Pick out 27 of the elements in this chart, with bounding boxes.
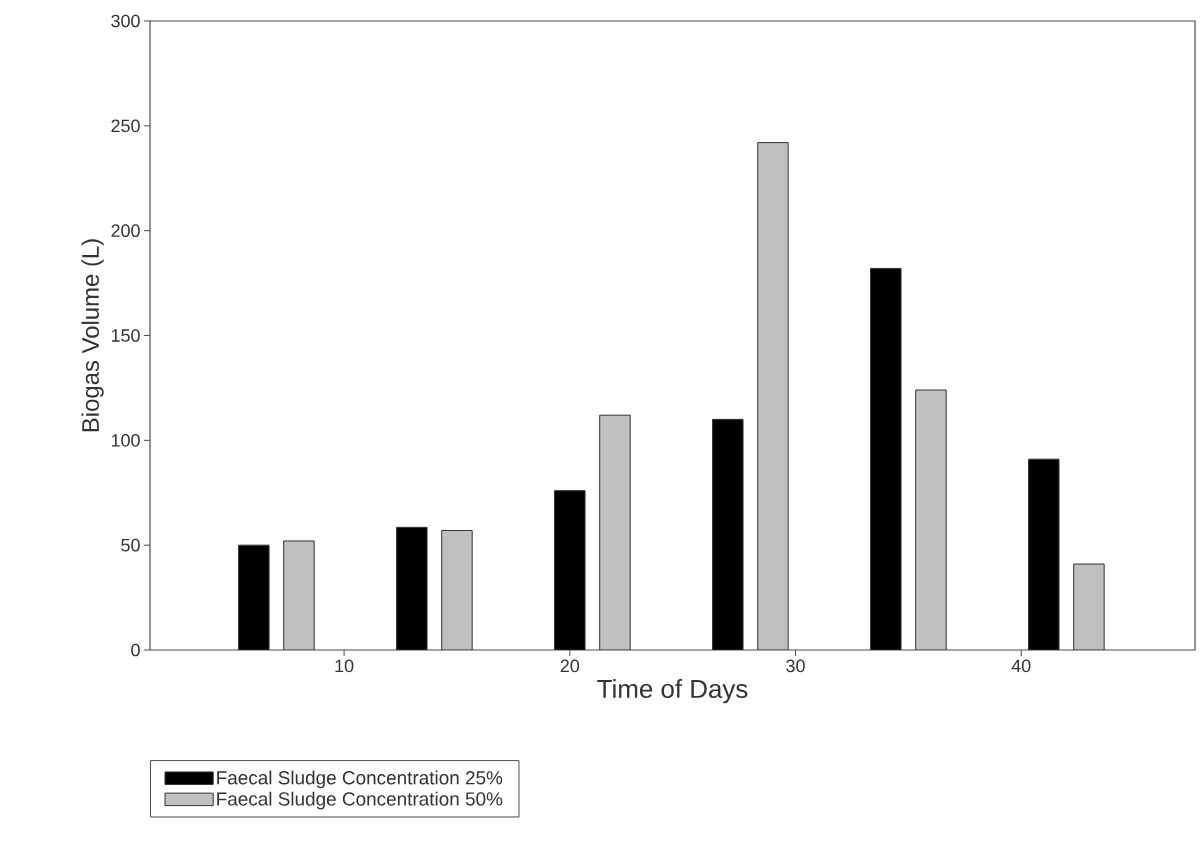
y-axis-title: Biogas Volume (L): [81, 239, 104, 432]
bar: [441, 529, 473, 650]
x-tick-label: 40: [1011, 659, 1031, 673]
bar: [599, 414, 631, 650]
x-tick-label: 10: [335, 659, 354, 673]
bar: [712, 418, 744, 650]
bar: [1073, 563, 1105, 650]
y-tick-label: 150: [111, 329, 140, 342]
x-tick-label: 20: [560, 659, 580, 673]
legend-label: Faecal Sludge Concentration 25%: [217, 770, 503, 789]
y-tick-label: 200: [111, 224, 140, 238]
bar: [757, 142, 789, 650]
y-tick-label: 300: [111, 14, 140, 28]
y-tick-label: 50: [121, 538, 140, 552]
y-tick-label: 100: [111, 433, 140, 447]
bar: [554, 490, 586, 650]
bar: [915, 389, 947, 650]
y-tick-label: 0: [131, 643, 140, 657]
bar: [283, 540, 315, 650]
legend-label: Faecal Sludge Concentration 50%: [217, 791, 503, 810]
x-axis-title: Time of Days: [597, 679, 748, 704]
bar: [238, 544, 270, 650]
bar: [396, 526, 428, 650]
x-tick-label: 30: [786, 659, 805, 673]
bar: [870, 267, 902, 650]
y-tick-label: 250: [111, 119, 140, 133]
bar: [1028, 458, 1060, 650]
